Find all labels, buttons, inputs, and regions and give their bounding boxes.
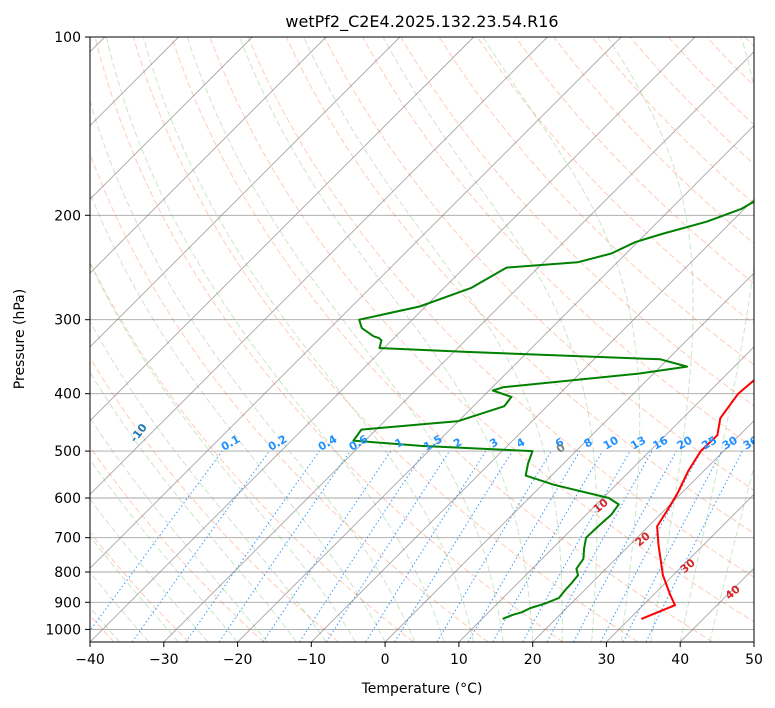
- dry-adiabat-line: [90, 446, 265, 642]
- isotherm-line: [90, 37, 622, 569]
- y-tick-label: 600: [54, 491, 81, 507]
- profiles: [352, 200, 754, 620]
- pressure-grid: [90, 37, 754, 630]
- mixing-ratio-line: [546, 450, 653, 642]
- moist-adiabat-line: [142, 37, 475, 642]
- x-tick-label: 20: [524, 652, 542, 668]
- dewpoint-profile-line: [352, 200, 754, 620]
- y-tick-label: 1000: [45, 622, 81, 638]
- plot-frame: [89, 36, 755, 643]
- dry-adiabat-line: [90, 152, 489, 642]
- mixing-ratio-line: [299, 450, 426, 642]
- moist-adiabat-line: [482, 37, 641, 642]
- x-tick-label: 40: [671, 652, 689, 668]
- mixing-ratio-line: [394, 450, 513, 642]
- isotherm-line: [532, 420, 754, 642]
- x-tick-label: 0: [381, 652, 390, 668]
- y-tick-label: 900: [54, 595, 81, 611]
- moist-adiabat-line: [90, 262, 357, 642]
- moist-adiabat-line: [90, 416, 268, 642]
- dry-adiabat-line: [132, 37, 639, 642]
- y-tick-label: 700: [54, 531, 81, 547]
- isotherms: [90, 37, 754, 642]
- moist-adiabat-line: [90, 191, 386, 642]
- x-tick-label: −20: [223, 652, 253, 668]
- x-tick-label: 10: [450, 652, 468, 668]
- moist-adiabat-line: [90, 535, 179, 642]
- mixing-ratio-line: [218, 450, 351, 642]
- mixing-ratio-line: [325, 450, 450, 642]
- temperature-profile-line: [640, 378, 754, 620]
- x-axis-label: Temperature (°C): [361, 681, 483, 697]
- moist-adiabat-line: [186, 37, 504, 642]
- mixing-ratio-line: [645, 450, 743, 642]
- isotherm-line: [90, 37, 696, 642]
- moist-adiabat-line: [679, 37, 754, 642]
- y-tick-label: 300: [54, 313, 81, 329]
- x-tick-label: 50: [745, 652, 763, 668]
- isotherm-line: [163, 51, 754, 642]
- moist-adiabat-line: [239, 37, 534, 642]
- moist-adiabat-line: [105, 37, 445, 642]
- x-tick-label: 30: [597, 652, 615, 668]
- isotherm-line: [310, 198, 754, 642]
- axes: −40 −30 −20 −10 0 10 20 30 40 50 100 200 300 400 500 60…: [45, 30, 763, 668]
- dry-adiabats: [90, 37, 754, 642]
- isotherm-line: [606, 493, 754, 642]
- mixing-ratio-lines: [90, 450, 743, 642]
- x-tick-label: −30: [149, 652, 179, 668]
- dry-adiabat-line: [515, 37, 754, 285]
- isotherm-line: [90, 37, 327, 274]
- isotherm-line: [90, 37, 401, 348]
- dry-adiabat-line: [400, 37, 754, 407]
- dry-adiabat-line: [90, 356, 339, 642]
- isotherm-line: [90, 37, 548, 496]
- y-tick-label: 500: [54, 444, 81, 460]
- isotherm-line: [237, 124, 754, 642]
- plot-area: 0.10.20.40.611.52346810131620253036-100-…: [90, 37, 754, 642]
- dry-adiabat-line: [90, 531, 190, 642]
- x-tick-label: −40: [75, 652, 105, 668]
- isotherm-line: [458, 346, 754, 642]
- x-tick-label: −10: [297, 652, 327, 668]
- dry-adiabat-line: [247, 37, 754, 578]
- isotherm-line: [90, 37, 475, 422]
- isotherm-line: [384, 272, 754, 642]
- mixing-ratio-line: [262, 450, 392, 642]
- y-tick-label: 400: [54, 387, 81, 403]
- moist-adiabat-line: [303, 37, 563, 642]
- dry-adiabat-line: [476, 37, 754, 325]
- moist-adiabat-line: [90, 458, 238, 642]
- chart-title: wetPf2_C2E4.2025.132.23.54.R16: [285, 12, 558, 32]
- y-tick-label: 800: [54, 565, 81, 581]
- y-axis-label: Pressure (hPa): [12, 289, 28, 389]
- mixing-ratio-line: [185, 450, 320, 642]
- y-tick-label: 100: [54, 30, 81, 46]
- moist-adiabat-line: [90, 371, 298, 642]
- dry-adiabat-line: [94, 37, 564, 642]
- mixing-ratio-line: [573, 450, 677, 642]
- isotherm-line: [90, 37, 253, 200]
- moist-adiabat-line: [607, 37, 694, 642]
- mixing-ratio-line: [522, 450, 631, 642]
- dry-adiabat-line: [362, 37, 754, 449]
- moist-adiabat-line: [382, 37, 598, 642]
- mixing-ratio-line: [131, 450, 270, 642]
- moist-adiabat-line: [90, 498, 209, 642]
- mixing-ratio-line: [90, 450, 223, 632]
- y-tick-label: 200: [54, 208, 81, 224]
